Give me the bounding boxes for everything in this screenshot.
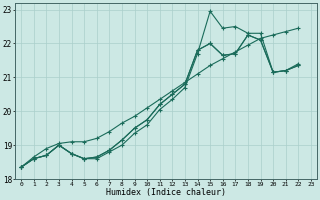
X-axis label: Humidex (Indice chaleur): Humidex (Indice chaleur) <box>106 188 226 197</box>
